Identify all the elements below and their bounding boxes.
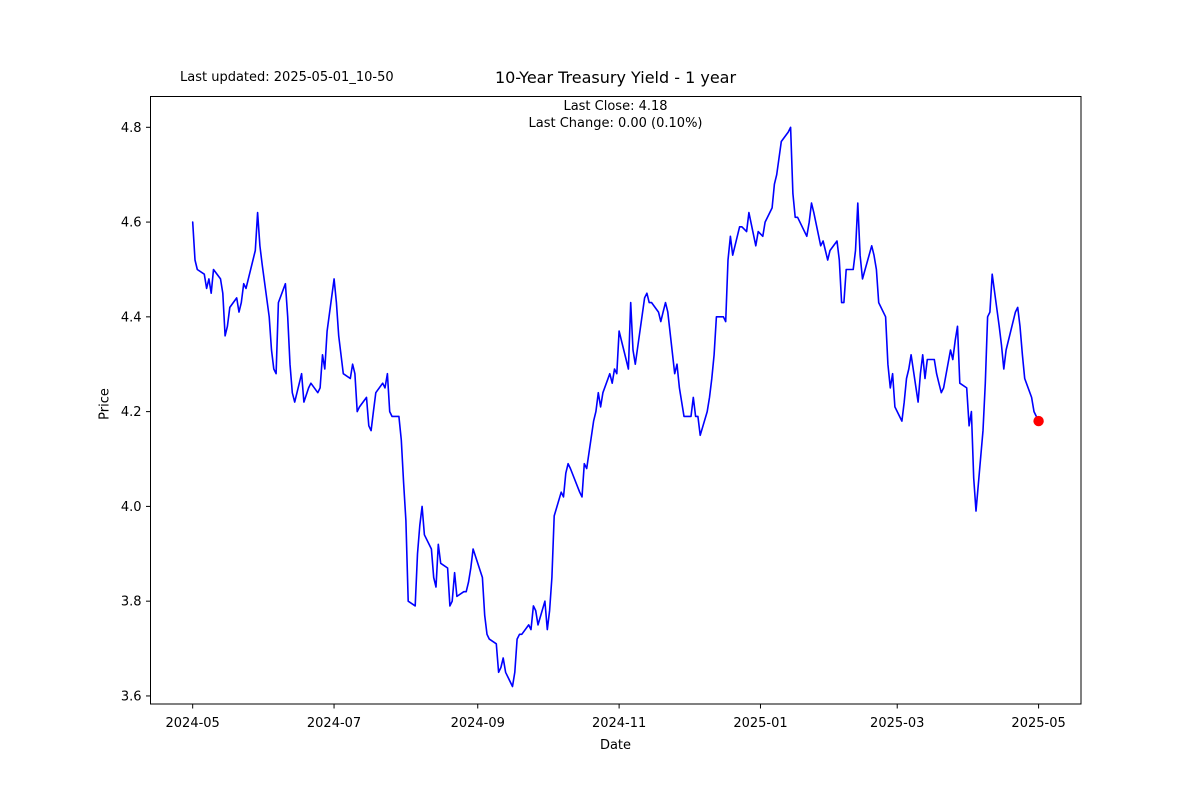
y-tick-label: 4.4: [121, 310, 142, 325]
last-updated-text: Last updated: 2025-05-01_10-50: [180, 70, 394, 85]
price-line: [191, 126, 1040, 688]
x-tick-label: 2025-01: [733, 716, 787, 731]
x-tick-label: 2024-07: [307, 716, 361, 731]
last-close-marker: [1033, 415, 1044, 427]
x-tick-label: 2024-11: [592, 716, 646, 731]
x-tick-label: 2025-03: [870, 716, 924, 731]
plot-border: [150, 96, 1082, 705]
last-close-text: Last Close: 4.18: [563, 99, 668, 114]
chart-subtitle: Last Close: 4.18 Last Change: 0.00 (0.10…: [150, 98, 1081, 132]
y-tick-label: 4.8: [121, 121, 142, 136]
x-tick-label: 2025-05: [1011, 716, 1065, 731]
chart-title: 10-Year Treasury Yield - 1 year: [494, 68, 737, 87]
y-tick-label: 3.8: [121, 595, 142, 610]
y-tick-label: 4.0: [121, 500, 142, 515]
last-change-text: Last Change: 0.00 (0.10%): [528, 116, 703, 131]
y-tick-label: 4.2: [121, 405, 142, 420]
y-tick-label: 4.6: [121, 216, 142, 231]
x-tick-label: 2024-09: [451, 716, 505, 731]
x-tick-label: 2024-05: [166, 716, 220, 731]
y-tick-label: 3.6: [121, 689, 142, 704]
x-axis-label: Date: [599, 738, 632, 753]
